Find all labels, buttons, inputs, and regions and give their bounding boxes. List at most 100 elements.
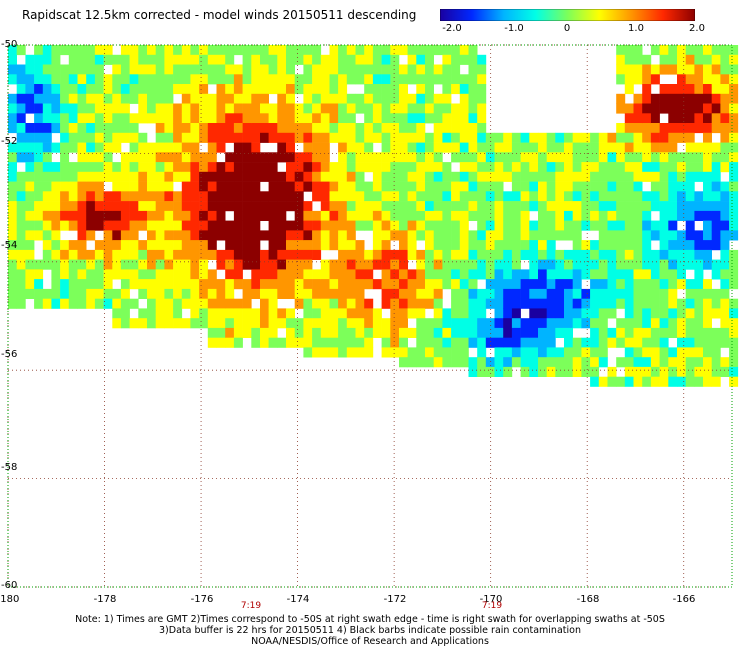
wind-cell <box>572 171 582 182</box>
wind-cell <box>155 191 165 202</box>
wind-cell <box>190 113 200 124</box>
wind-cell <box>616 54 626 65</box>
wind-cell <box>103 171 113 182</box>
wind-cell <box>590 249 600 260</box>
wind-cell <box>407 162 417 173</box>
wind-cell <box>677 210 686 221</box>
wind-cell <box>642 210 652 221</box>
wind-cell <box>68 162 78 173</box>
wind-cell <box>8 142 17 153</box>
wind-cell <box>94 103 104 114</box>
wind-cell <box>190 64 200 75</box>
wind-cell <box>181 113 191 124</box>
wind-cell <box>86 288 96 299</box>
wind-cell <box>355 210 365 221</box>
wind-cell <box>598 132 608 143</box>
wind-cell <box>529 142 539 153</box>
wind-cell <box>86 181 96 192</box>
wind-cell <box>112 93 122 104</box>
wind-cell <box>138 113 148 124</box>
wind-cell <box>538 201 547 212</box>
wind-cell <box>729 269 739 280</box>
wind-cell <box>225 337 235 348</box>
wind-cell <box>433 74 443 85</box>
wind-cell <box>677 366 686 377</box>
wind-cell <box>138 201 148 212</box>
wind-cell <box>320 181 330 192</box>
wind-cell <box>555 298 565 309</box>
wind-cell <box>729 279 739 290</box>
wind-cell <box>459 259 469 270</box>
wind-cell <box>34 181 44 192</box>
wind-cell <box>181 259 191 270</box>
wind-cell <box>155 123 165 134</box>
wind-cell <box>286 201 295 212</box>
wind-cell <box>720 249 730 260</box>
lat-label: -52 <box>1 136 18 147</box>
wind-cell <box>503 132 513 143</box>
wind-cell <box>225 259 235 270</box>
wind-cell <box>624 259 634 270</box>
wind-cell <box>216 259 226 270</box>
wind-cell <box>642 318 652 329</box>
wind-cell <box>120 45 130 56</box>
wind-cell <box>459 152 469 163</box>
wind-cell <box>207 45 217 56</box>
wind-cell <box>451 337 461 348</box>
wind-cell <box>225 191 235 202</box>
wind-cell <box>277 230 287 241</box>
wind-cell <box>425 357 434 368</box>
wind-cell <box>503 249 513 260</box>
wind-cell <box>590 357 600 368</box>
wind-cell <box>68 113 78 124</box>
wind-cell <box>442 181 452 192</box>
wind-cell <box>346 132 356 143</box>
wind-cell <box>581 191 591 202</box>
wind-cell <box>181 152 191 163</box>
wind-cell <box>86 249 96 260</box>
wind-cell <box>425 230 434 241</box>
wind-cell <box>199 74 209 85</box>
wind-cell <box>598 308 608 319</box>
wind-cell <box>320 269 330 280</box>
wind-cell <box>642 191 652 202</box>
wind-cell <box>407 240 417 251</box>
wind-cell <box>207 249 217 260</box>
wind-cell <box>407 103 417 114</box>
wind-cell <box>364 201 374 212</box>
wind-cell <box>173 249 183 260</box>
wind-cell <box>685 337 695 348</box>
wind-cell <box>242 288 252 299</box>
wind-cell <box>268 318 278 329</box>
wind-cell <box>416 298 426 309</box>
wind-cell <box>68 54 78 65</box>
wind-cell <box>346 220 356 231</box>
colorbar-tick: -2.0 <box>442 23 462 34</box>
wind-cell <box>225 54 235 65</box>
wind-cell <box>598 269 608 280</box>
wind-cell <box>120 269 130 280</box>
wind-cell <box>94 298 104 309</box>
wind-cell <box>129 45 139 56</box>
wind-cell <box>103 230 113 241</box>
wind-cell <box>164 220 174 231</box>
wind-cell <box>147 210 156 221</box>
wind-cell <box>694 357 704 368</box>
wind-cell <box>233 171 243 182</box>
colorbar-tick: -1.0 <box>504 23 524 34</box>
wind-cell <box>477 210 487 221</box>
wind-cell <box>294 74 304 85</box>
wind-cell <box>155 318 165 329</box>
wind-cell <box>477 230 487 241</box>
wind-cell <box>694 93 704 104</box>
wind-cell <box>729 210 739 221</box>
wind-cell <box>138 220 148 231</box>
lat-label: -50 <box>1 39 18 50</box>
wind-cell <box>442 327 452 338</box>
wind-cell <box>494 269 504 280</box>
wind-cell <box>233 152 243 163</box>
wind-cell <box>312 240 322 251</box>
wind-cell <box>60 288 70 299</box>
wind-cell <box>294 162 304 173</box>
wind-cell <box>433 259 443 270</box>
